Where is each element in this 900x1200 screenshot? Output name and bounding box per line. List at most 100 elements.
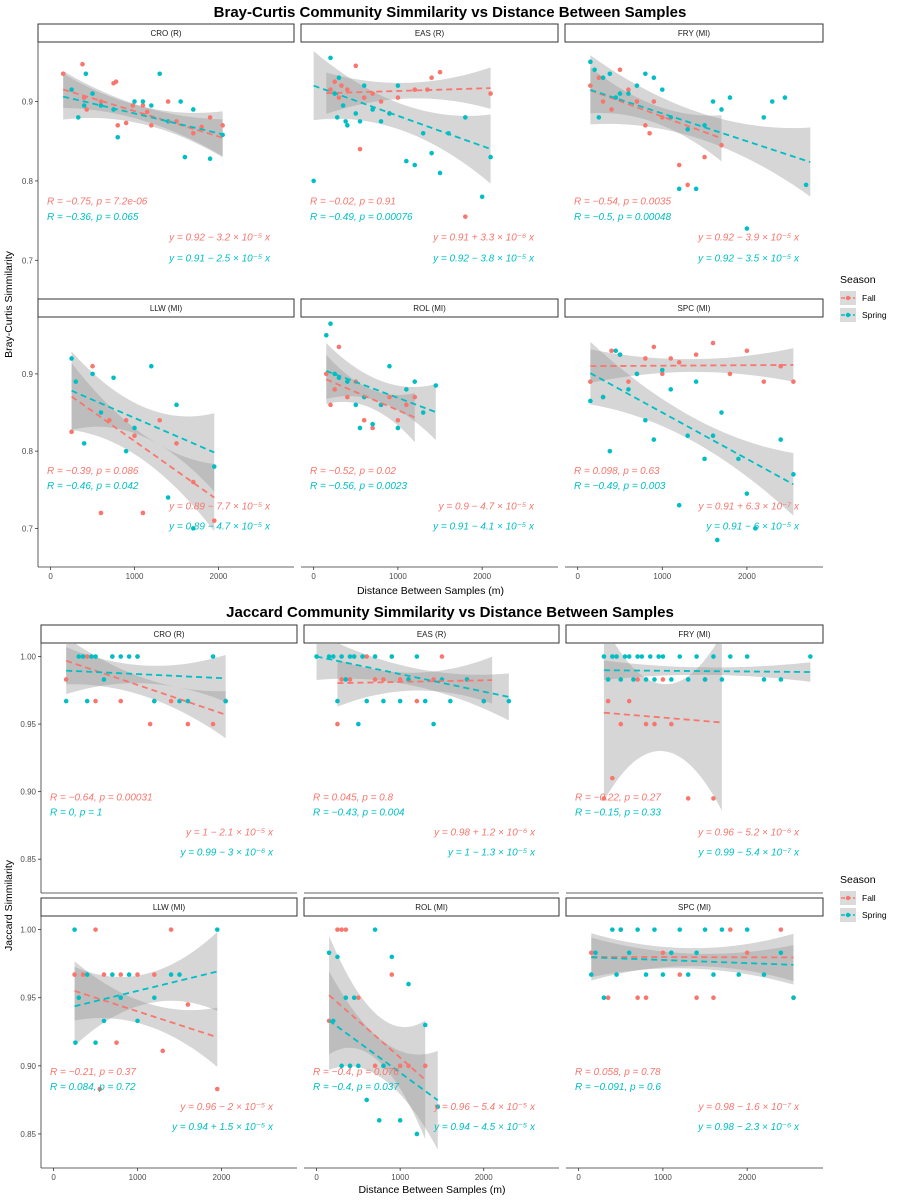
- fall-point: [617, 67, 623, 73]
- fall-confidence-band: [326, 354, 415, 443]
- fall-point: [147, 721, 153, 727]
- fall-point: [84, 107, 89, 112]
- spring-point: [685, 433, 690, 439]
- fall-trend-line: [328, 994, 426, 1081]
- fall-point: [728, 927, 733, 932]
- spring-point: [651, 437, 657, 442]
- spring-point: [420, 130, 426, 136]
- fall-point: [185, 1002, 191, 1007]
- spring-point: [351, 654, 357, 659]
- spring-point: [643, 71, 648, 77]
- spring-point: [693, 379, 699, 384]
- fall-point: [328, 87, 333, 92]
- fall-point: [114, 1040, 119, 1045]
- spring-point: [736, 456, 741, 462]
- fall-point: [761, 379, 767, 384]
- fall-confidence-band: [337, 656, 493, 707]
- y-tick-label: 0.9: [22, 370, 34, 379]
- fall-point: [345, 87, 350, 92]
- spring-point: [694, 950, 699, 956]
- fall-point: [123, 120, 129, 126]
- spring-point: [677, 654, 683, 659]
- fall-trend-line: [337, 679, 493, 685]
- spring-point: [669, 950, 674, 956]
- spring-point: [372, 927, 378, 932]
- spring-point: [808, 654, 813, 659]
- spring-point: [140, 99, 146, 104]
- spring-point: [223, 698, 228, 704]
- panel-strip-label: LLW (MI): [150, 304, 183, 313]
- spring-equation-label: y = 0.92 − 3.8 × 10⁻⁵ x: [432, 253, 535, 264]
- fall-point: [609, 348, 614, 354]
- spring-point: [626, 387, 631, 392]
- spring-point: [126, 654, 132, 659]
- panel-strip-label: FRY (MI): [678, 630, 710, 639]
- fall-correlation-label: R = 0.045, p = 0.8: [313, 793, 393, 804]
- fall-trend-line: [74, 990, 218, 1039]
- spring-point: [631, 677, 636, 682]
- fall-trend-line: [326, 87, 491, 95]
- spring-point: [80, 654, 86, 659]
- spring-point: [479, 194, 485, 200]
- spring-point: [711, 972, 716, 977]
- spring-correlation-label: R = −0.4, p = 0.037: [313, 1082, 399, 1093]
- spring-equation-label: y = 1 − 1.3 × 10⁻⁵ x: [447, 848, 536, 859]
- plot-area: [72, 927, 220, 1092]
- spring-point: [351, 995, 357, 1001]
- x-tick-label: 0: [576, 1173, 581, 1182]
- fall-correlation-label: R = −0.75, p = 7.2e-06: [47, 197, 148, 208]
- spring-point: [356, 721, 361, 727]
- spring-point: [626, 950, 632, 956]
- spring-point: [347, 1063, 353, 1069]
- spring-point: [135, 654, 140, 659]
- fall-point: [404, 402, 409, 408]
- fall-point: [651, 99, 657, 104]
- spring-point: [83, 71, 89, 77]
- fall-point: [343, 927, 349, 932]
- spring-trend-line: [591, 956, 794, 966]
- legend-key-point: [845, 312, 851, 318]
- fall-point: [635, 677, 640, 682]
- spring-equation-label: y = 0.98 − 2.3 × 10⁻⁶ x: [697, 1122, 800, 1133]
- panel-strip: [40, 624, 298, 644]
- fall-point: [357, 146, 363, 152]
- fall-point: [336, 95, 342, 100]
- spring-point: [728, 654, 733, 659]
- fall-point: [123, 417, 129, 423]
- fall-point: [488, 91, 493, 96]
- fall-point: [210, 721, 216, 727]
- fall-point: [361, 417, 367, 423]
- fall-point: [98, 510, 104, 516]
- panel-strip: [40, 897, 298, 917]
- spring-point: [618, 927, 624, 932]
- spring-equation-label: y = 0.91 − 2.5 × 10⁻⁵ x: [168, 253, 271, 264]
- fall-point: [190, 130, 196, 136]
- plot-area: [588, 55, 811, 231]
- spring-point: [651, 75, 657, 81]
- fall-point: [130, 103, 136, 108]
- spring-trend-line: [62, 95, 223, 136]
- spring-point: [211, 464, 217, 469]
- spring-point: [643, 417, 648, 423]
- spring-point: [693, 186, 699, 192]
- spring-point: [345, 379, 350, 384]
- spring-equation-label: y = 0.94 + 1.5 × 10⁻⁵ x: [171, 1122, 274, 1133]
- spring-point: [93, 1040, 98, 1045]
- spring-point: [610, 927, 615, 932]
- spring-point: [694, 654, 699, 659]
- y-tick-label: 0.85: [20, 855, 36, 864]
- fall-point: [93, 927, 98, 932]
- spring-point: [69, 87, 74, 92]
- spring-trend-line: [313, 84, 491, 150]
- fall-equation-label: y = 0.91 + 6.3 × 10⁻⁷ x: [697, 501, 800, 512]
- fall-point: [778, 927, 784, 932]
- spring-point: [404, 387, 409, 392]
- fall-point: [626, 698, 632, 704]
- x-axis-label: Distance Between Samples (m): [358, 1184, 505, 1196]
- spring-point: [395, 83, 401, 88]
- fall-point: [168, 927, 174, 932]
- fall-equation-label: y = 0.9 − 4.7 × 10⁻⁵ x: [438, 501, 535, 512]
- spring-point: [347, 654, 353, 659]
- fall-point: [160, 1048, 166, 1054]
- plot-area: [323, 321, 439, 443]
